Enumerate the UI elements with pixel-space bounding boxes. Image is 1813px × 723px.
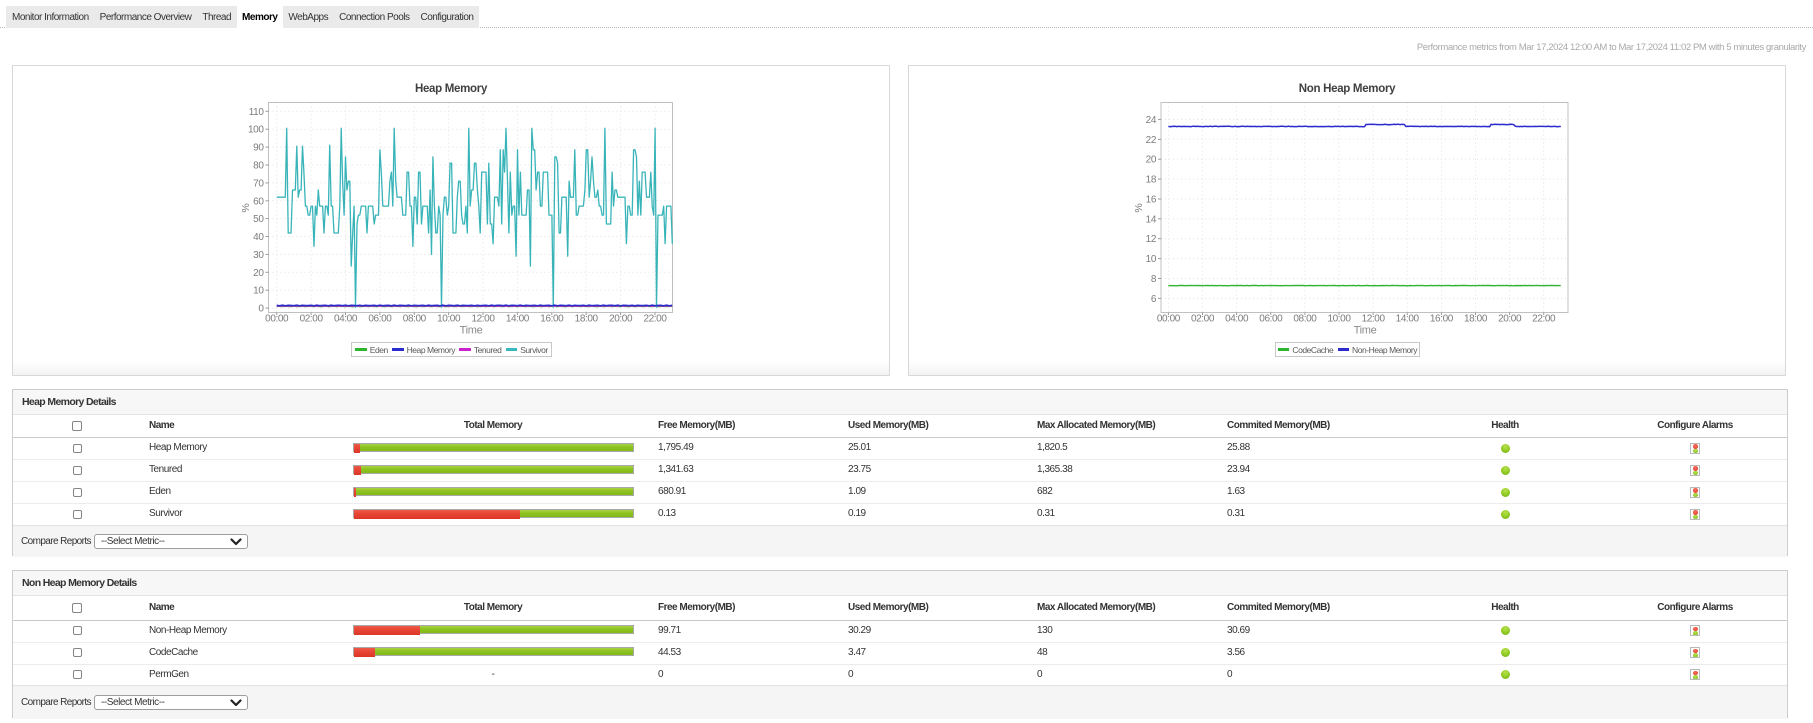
svg-text:Time: Time	[1354, 325, 1377, 337]
svg-text:6: 6	[1151, 294, 1157, 305]
svg-text:24: 24	[1146, 115, 1157, 126]
svg-text:02:00: 02:00	[1191, 314, 1215, 325]
svg-text:110: 110	[249, 107, 265, 118]
svg-text:40: 40	[253, 232, 264, 243]
svg-text:18: 18	[1146, 175, 1157, 186]
svg-text:18:00: 18:00	[1464, 314, 1488, 325]
svg-text:30: 30	[253, 250, 264, 261]
svg-text:00:00: 00:00	[265, 314, 289, 325]
svg-text:70: 70	[253, 178, 264, 189]
svg-text:22:00: 22:00	[1532, 314, 1556, 325]
svg-text:14: 14	[1146, 214, 1157, 225]
svg-text:%: %	[1133, 203, 1145, 212]
svg-text:Time: Time	[460, 325, 483, 337]
svg-text:14:00: 14:00	[1396, 314, 1420, 325]
svg-text:16:00: 16:00	[1430, 314, 1454, 325]
svg-text:%: %	[240, 203, 252, 212]
svg-text:12: 12	[1146, 234, 1157, 245]
svg-text:08:00: 08:00	[1293, 314, 1317, 325]
svg-text:100: 100	[248, 125, 264, 136]
svg-text:22:00: 22:00	[643, 314, 667, 325]
svg-text:00:00: 00:00	[1157, 314, 1181, 325]
svg-text:0: 0	[258, 304, 264, 315]
svg-text:12:00: 12:00	[1362, 314, 1386, 325]
svg-text:02:00: 02:00	[300, 314, 324, 325]
svg-text:18:00: 18:00	[575, 314, 599, 325]
svg-text:10:00: 10:00	[1327, 314, 1351, 325]
svg-text:04:00: 04:00	[334, 314, 358, 325]
svg-text:22: 22	[1146, 135, 1157, 146]
svg-text:8: 8	[1151, 274, 1157, 285]
svg-text:16:00: 16:00	[540, 314, 564, 325]
svg-text:16: 16	[1146, 195, 1157, 206]
svg-text:12:00: 12:00	[471, 314, 495, 325]
svg-text:08:00: 08:00	[403, 314, 427, 325]
svg-text:90: 90	[253, 143, 264, 154]
svg-text:60: 60	[253, 196, 264, 207]
svg-text:20:00: 20:00	[609, 314, 633, 325]
svg-text:06:00: 06:00	[368, 314, 392, 325]
svg-text:20: 20	[253, 268, 264, 279]
svg-text:10: 10	[253, 286, 264, 297]
svg-text:50: 50	[253, 214, 264, 225]
svg-text:80: 80	[253, 161, 264, 172]
svg-text:20:00: 20:00	[1498, 314, 1522, 325]
svg-text:10: 10	[1146, 254, 1157, 265]
svg-text:20: 20	[1146, 155, 1157, 166]
svg-text:10:00: 10:00	[437, 314, 461, 325]
svg-text:04:00: 04:00	[1225, 314, 1249, 325]
svg-text:14:00: 14:00	[506, 314, 530, 325]
svg-text:06:00: 06:00	[1259, 314, 1283, 325]
